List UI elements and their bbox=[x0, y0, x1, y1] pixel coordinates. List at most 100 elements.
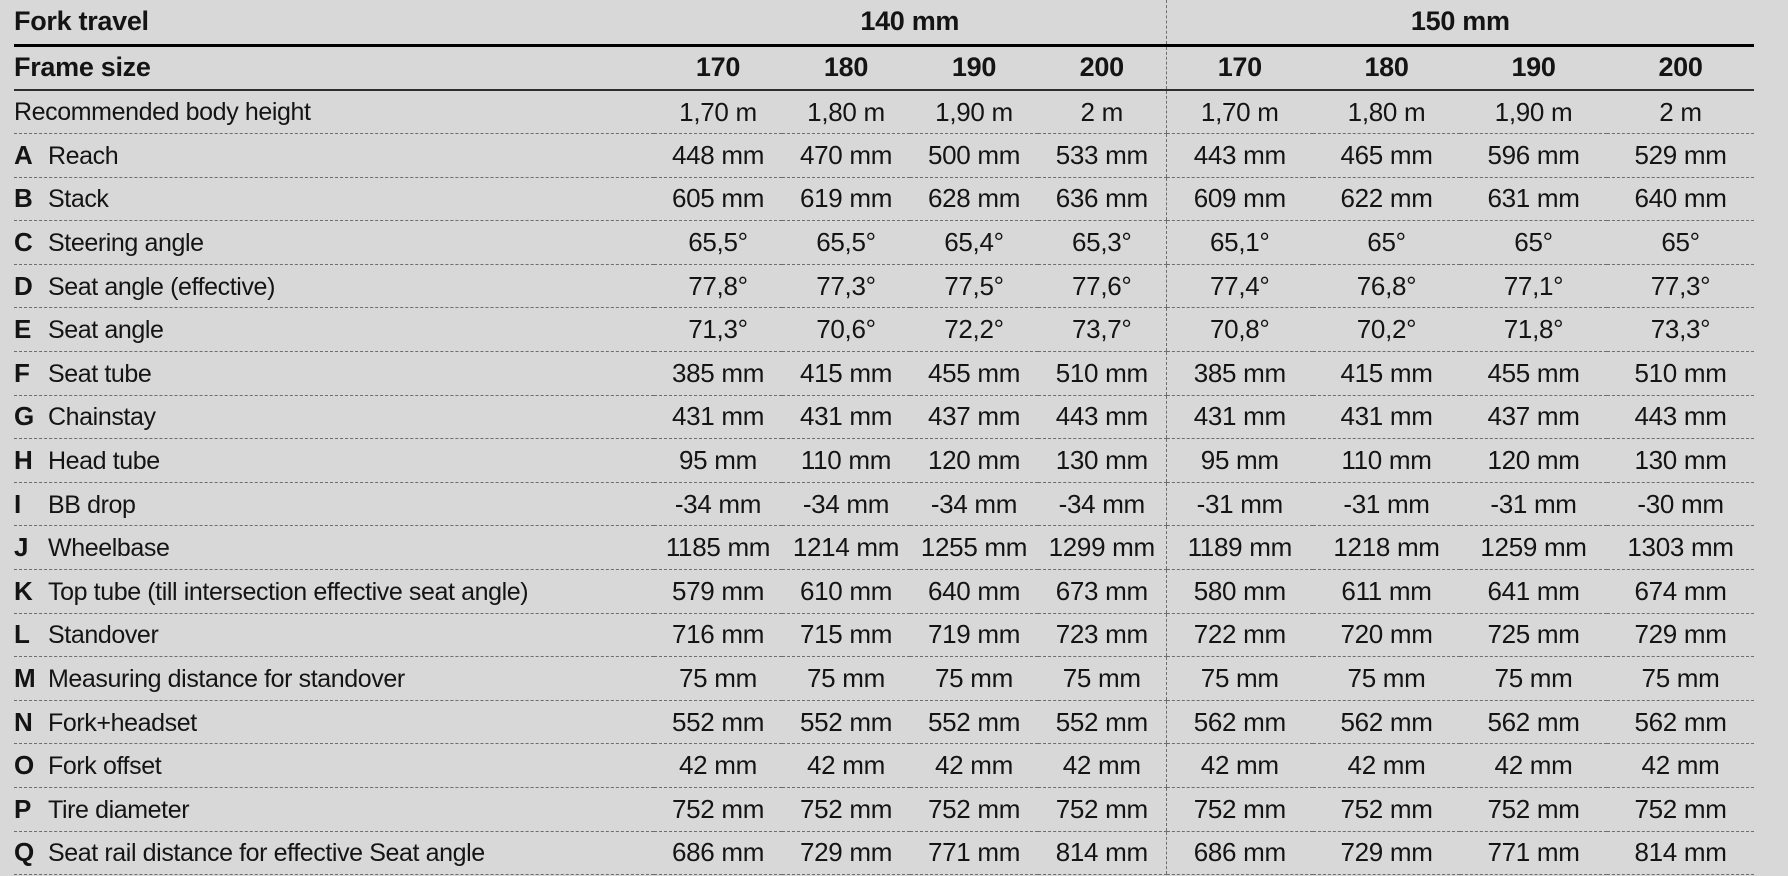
value-cell: 77,3° bbox=[1607, 264, 1755, 309]
value-cell: 76,8° bbox=[1313, 264, 1461, 309]
value-cell: -34 mm bbox=[782, 482, 910, 527]
value-cell: 723 mm bbox=[1038, 613, 1167, 658]
row-letter: L bbox=[14, 619, 30, 650]
table-row: H Head tube 95 mm 110 mm 120 mm 130 mm 95 mm 11… bbox=[14, 438, 1755, 483]
value-cell: 42 mm bbox=[1038, 743, 1167, 788]
value-cell: 70,6° bbox=[782, 307, 910, 353]
value-cell: 77,6° bbox=[1038, 264, 1167, 309]
value-cell: 2 m bbox=[1038, 90, 1167, 135]
value-cell: 42 mm bbox=[910, 743, 1038, 788]
value-cell: 622 mm bbox=[1313, 177, 1461, 222]
table-row: J Wheelbase 1185 mm 1214 mm 1255 mm 1299 mm 11… bbox=[14, 525, 1755, 571]
value-cell: 771 mm bbox=[910, 831, 1038, 876]
row-letter: D bbox=[14, 270, 33, 301]
row-label: J Wheelbase bbox=[14, 525, 654, 571]
row-label: L Standover bbox=[14, 613, 654, 658]
frame-size-140-180: 180 bbox=[782, 45, 910, 91]
value-cell: 552 mm bbox=[1038, 700, 1167, 745]
frame-size-header-row: Frame size 170 180 190 200 170 180 190 2… bbox=[14, 45, 1755, 91]
value-cell: 729 mm bbox=[1313, 831, 1461, 876]
row-label-text: Seat angle bbox=[48, 316, 164, 345]
value-cell: 431 mm bbox=[1165, 395, 1314, 440]
value-cell: 716 mm bbox=[654, 613, 782, 658]
value-cell: 431 mm bbox=[654, 395, 782, 440]
value-cell: 75 mm bbox=[654, 656, 782, 701]
value-cell: 611 mm bbox=[1313, 569, 1461, 614]
value-cell: 722 mm bbox=[1165, 613, 1314, 658]
value-cell: 120 mm bbox=[910, 438, 1038, 483]
value-cell: 71,8° bbox=[1460, 307, 1608, 353]
value-cell: 1,80 m bbox=[782, 90, 910, 135]
row-label: G Chainstay bbox=[14, 395, 654, 440]
value-cell: -34 mm bbox=[1038, 482, 1167, 527]
value-cell: -31 mm bbox=[1460, 482, 1608, 527]
row-label: K Top tube (till intersection effective s… bbox=[14, 569, 654, 614]
value-cell: 42 mm bbox=[782, 743, 910, 788]
value-cell: 752 mm bbox=[782, 787, 910, 832]
row-label-text: Reach bbox=[48, 141, 119, 170]
row-label: Q Seat rail distance for effective Seat a… bbox=[14, 831, 654, 876]
row-label: P Tire diameter bbox=[14, 787, 654, 832]
row-label: O Fork offset bbox=[14, 743, 654, 788]
value-cell: 75 mm bbox=[1607, 656, 1755, 701]
frame-size-150-200: 200 bbox=[1607, 45, 1755, 91]
value-cell: 77,5° bbox=[910, 264, 1038, 309]
value-cell: 552 mm bbox=[782, 700, 910, 745]
row-letter: C bbox=[14, 227, 33, 258]
row-label-text: Top tube (till intersection effective se… bbox=[48, 577, 529, 606]
value-cell: 77,1° bbox=[1460, 264, 1608, 309]
value-cell: 437 mm bbox=[1460, 395, 1608, 440]
row-label: D Seat angle (effective) bbox=[14, 264, 654, 309]
value-cell: 415 mm bbox=[782, 351, 910, 396]
value-cell: 752 mm bbox=[1038, 787, 1167, 832]
row-label: C Steering angle bbox=[14, 220, 654, 265]
value-cell: 1299 mm bbox=[1038, 525, 1167, 571]
row-label-text: Standover bbox=[48, 621, 159, 650]
value-cell: 65° bbox=[1460, 220, 1608, 265]
value-cell: 596 mm bbox=[1460, 133, 1608, 178]
geometry-table-header: Fork travel 140 mm 150 mm Frame size 170… bbox=[14, 0, 1755, 91]
table-row: Q Seat rail distance for effective Seat a… bbox=[14, 831, 1755, 876]
value-cell: 533 mm bbox=[1038, 133, 1167, 178]
row-label: M Measuring distance for standover bbox=[14, 656, 654, 701]
frame-size-150-180: 180 bbox=[1313, 45, 1461, 91]
value-cell: 552 mm bbox=[654, 700, 782, 745]
row-label-text: Steering angle bbox=[48, 229, 204, 258]
frame-size-150-190: 190 bbox=[1460, 45, 1608, 91]
row-label: I BB drop bbox=[14, 482, 654, 527]
table-row: D Seat angle (effective) 77,8° 77,3° 77,5° 77… bbox=[14, 264, 1755, 309]
row-label-text: Stack bbox=[48, 185, 109, 214]
row-letter: E bbox=[14, 314, 31, 345]
row-label-text: Seat rail distance for effective Seat an… bbox=[48, 839, 485, 868]
value-cell: 443 mm bbox=[1607, 395, 1755, 440]
row-letter: I bbox=[14, 488, 21, 519]
geometry-table: Fork travel 140 mm 150 mm Frame size 170… bbox=[14, 0, 1755, 876]
value-cell: 1,70 m bbox=[1165, 90, 1314, 135]
value-cell: 720 mm bbox=[1313, 613, 1461, 658]
row-letter: F bbox=[14, 357, 30, 388]
value-cell: 752 mm bbox=[910, 787, 1038, 832]
value-cell: 77,8° bbox=[654, 264, 782, 309]
value-cell: 77,4° bbox=[1165, 264, 1314, 309]
row-label-text: Fork+headset bbox=[48, 708, 197, 737]
value-cell: 619 mm bbox=[782, 177, 910, 222]
row-letter: P bbox=[14, 793, 31, 824]
value-cell: 752 mm bbox=[654, 787, 782, 832]
row-letter: K bbox=[14, 575, 33, 606]
value-cell: 443 mm bbox=[1038, 395, 1167, 440]
value-cell: 725 mm bbox=[1460, 613, 1608, 658]
value-cell: 431 mm bbox=[1313, 395, 1461, 440]
value-cell: 130 mm bbox=[1038, 438, 1167, 483]
value-cell: 465 mm bbox=[1313, 133, 1461, 178]
value-cell: 715 mm bbox=[782, 613, 910, 658]
value-cell: 2 m bbox=[1607, 90, 1755, 135]
table-row: K Top tube (till intersection effective s… bbox=[14, 569, 1755, 614]
value-cell: 673 mm bbox=[1038, 569, 1167, 614]
value-cell: 75 mm bbox=[1313, 656, 1461, 701]
value-cell: -31 mm bbox=[1313, 482, 1461, 527]
value-cell: 65° bbox=[1607, 220, 1755, 265]
value-cell: 1189 mm bbox=[1165, 525, 1314, 571]
value-cell: 640 mm bbox=[1607, 177, 1755, 222]
value-cell: 628 mm bbox=[910, 177, 1038, 222]
value-cell: 771 mm bbox=[1460, 831, 1608, 876]
